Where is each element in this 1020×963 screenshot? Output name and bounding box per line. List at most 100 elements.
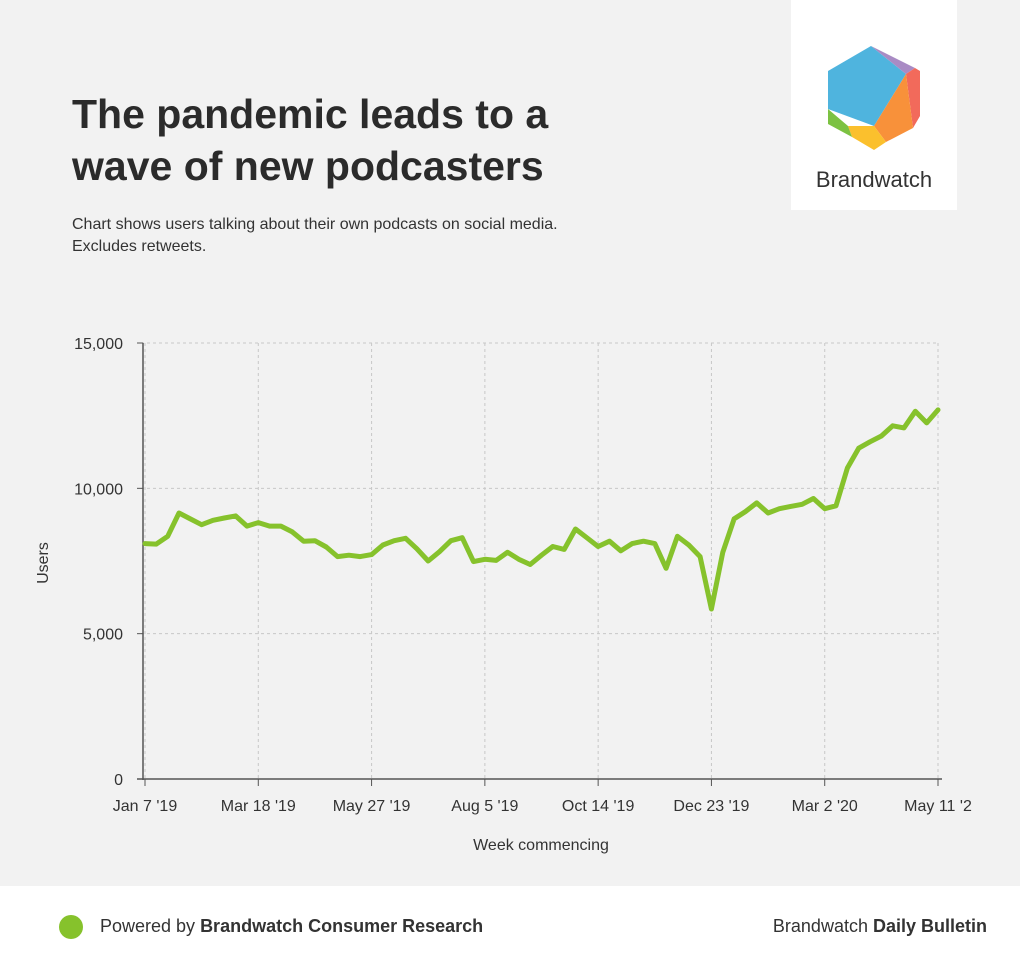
data-point (346, 552, 352, 558)
data-point (573, 526, 578, 532)
data-point (618, 548, 623, 554)
data-point (845, 465, 850, 471)
brandwatch-hexagon-logo-icon (828, 46, 920, 150)
data-point (867, 439, 873, 445)
data-point (935, 407, 941, 413)
data-point (437, 549, 442, 554)
y-tick-label: 0 (114, 772, 123, 789)
data-point (675, 534, 680, 539)
y-tick-label: 15,000 (74, 336, 123, 353)
x-axis-title: Week commencing (473, 837, 609, 854)
data-point (188, 516, 193, 522)
x-tick-label: Jan 7 '19 (113, 798, 178, 815)
x-tick-label: Mar 2 '20 (792, 798, 858, 815)
series (142, 407, 941, 612)
data-point (460, 535, 465, 540)
users-series-line (142, 407, 941, 612)
data-point (210, 518, 216, 523)
data-point (709, 606, 714, 612)
data-point (799, 502, 805, 507)
data-point (913, 409, 918, 414)
y-tick-label: 5,000 (83, 627, 123, 644)
x-tick-label: Mar 18 '19 (221, 798, 296, 815)
data-point (641, 539, 646, 544)
subtitle-line-2: Excludes retweets. (72, 238, 207, 255)
brandwatch-logo-card: Brandwatch (791, 0, 957, 210)
data-point (811, 496, 816, 501)
y-tick-labels: 0 5,000 10,000 15,000 (74, 336, 123, 789)
y-axis-title: Users (35, 542, 52, 584)
data-point (414, 546, 420, 551)
data-point (154, 541, 159, 547)
data-point (222, 515, 227, 521)
x-tick-label: Dec 23 '19 (673, 798, 749, 815)
data-point (822, 506, 827, 511)
data-point (697, 554, 703, 559)
data-point (856, 446, 861, 451)
data-point (527, 562, 533, 567)
powered-by-prefix: Powered by (100, 916, 201, 936)
data-point (312, 538, 318, 543)
footer: Powered by Brandwatch Consumer Research … (0, 886, 1020, 963)
daily-bulletin-prefix: Brandwatch (772, 916, 873, 936)
data-point (482, 557, 488, 562)
data-point (629, 541, 635, 546)
data-point (267, 523, 272, 529)
data-point (879, 433, 884, 439)
page-title: The pandemic leads to a wave of new podc… (72, 88, 592, 192)
data-point (256, 520, 261, 525)
data-point (244, 523, 250, 529)
data-point (392, 538, 397, 543)
axes (137, 342, 942, 786)
data-point (505, 550, 510, 555)
green-dot-icon (59, 915, 83, 939)
data-point (426, 558, 431, 564)
daily-bulletin-text: Brandwatch Daily Bulletin (773, 916, 987, 937)
data-point (324, 544, 329, 550)
powered-by-brand: Brandwatch Consumer Research (200, 916, 484, 936)
grid-lines (141, 342, 939, 779)
data-point (754, 500, 759, 506)
data-point (924, 420, 929, 426)
data-point (199, 522, 204, 527)
y-tick-label: 10,000 (74, 481, 123, 498)
data-point (301, 539, 306, 544)
brandwatch-logo-text: Brandwatch (815, 167, 933, 192)
data-point (550, 544, 556, 549)
x-tick-label: Aug 5 '19 (451, 798, 518, 815)
x-tick-labels: Jan 7 '19 Mar 18 '19 May 27 '19 Aug 5 '19 Oc… (113, 798, 972, 815)
data-point (743, 509, 748, 514)
data-point (369, 552, 374, 557)
line-chart: 0 5,000 10,000 15,000 Jan 7 '19 Mar 18 '19 Ma… (35, 336, 972, 854)
x-tick-label: Oct 14 '19 (562, 798, 635, 815)
subtitle-line-1: Chart shows users talking about their ow… (72, 216, 558, 233)
title-line-1: The pandemic leads to a (72, 91, 549, 137)
data-point (788, 504, 793, 509)
data-point (663, 566, 669, 571)
data-point (233, 513, 238, 519)
data-point (380, 542, 386, 548)
data-point (142, 541, 148, 546)
data-point (901, 425, 907, 431)
data-point (290, 529, 295, 535)
data-point (890, 423, 895, 429)
data-point (403, 536, 408, 541)
x-tick-label: May 27 '19 (333, 798, 411, 815)
data-point (777, 506, 782, 511)
data-point (607, 539, 612, 544)
data-point (652, 541, 657, 546)
data-point (595, 544, 601, 549)
data-point (335, 554, 340, 559)
x-tick-label: May 11 '2 (904, 798, 972, 815)
data-point (720, 550, 725, 555)
data-point (471, 559, 476, 564)
data-point (448, 538, 454, 543)
data-point (765, 510, 771, 516)
data-point (165, 534, 170, 539)
title-line-2: wave of new podcasters (72, 143, 544, 189)
data-point (539, 552, 544, 558)
data-point (516, 557, 522, 562)
chart-subtitle: Chart shows users talking about their ow… (72, 214, 672, 258)
data-point (176, 510, 182, 516)
daily-bulletin-name: Daily Bulletin (872, 916, 987, 936)
